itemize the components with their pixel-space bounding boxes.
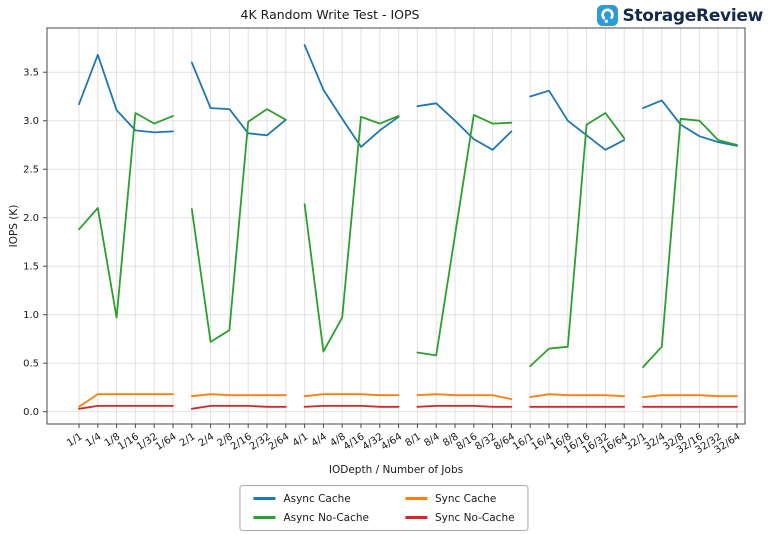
svg-text:2.5: 2.5 <box>23 165 39 176</box>
svg-text:8/1: 8/1 <box>404 431 423 449</box>
legend-item-sync-cache: Sync Cache <box>405 493 515 505</box>
svg-text:1.0: 1.0 <box>23 310 39 321</box>
svg-text:1/64: 1/64 <box>154 431 179 452</box>
legend-label: Sync Cache <box>435 492 497 505</box>
svg-text:3.0: 3.0 <box>23 116 39 127</box>
line-swatch-async-no-cache <box>253 516 276 519</box>
legend-item-sync-no-cache: Sync No-Cache <box>405 512 515 524</box>
svg-text:2/1: 2/1 <box>178 431 197 449</box>
svg-text:1/4: 1/4 <box>84 431 103 449</box>
svg-text:2/4: 2/4 <box>197 431 216 449</box>
line-swatch-sync-cache <box>405 497 427 500</box>
storagereview-icon <box>596 5 618 26</box>
svg-text:8/4: 8/4 <box>422 431 441 449</box>
legend-label: Sync No-Cache <box>435 511 515 524</box>
legend-item-async-cache: Async Cache <box>253 493 369 505</box>
svg-text:0.5: 0.5 <box>23 359 39 370</box>
legend-label: Async No-Cache <box>283 511 369 524</box>
x-axis-label: IODepth / Number of Jobs <box>328 464 464 476</box>
svg-text:3.5: 3.5 <box>23 68 39 79</box>
line-swatch-async-cache <box>253 497 276 500</box>
svg-text:4/1: 4/1 <box>291 431 310 449</box>
svg-text:2/64: 2/64 <box>267 431 292 452</box>
svg-text:2.0: 2.0 <box>23 213 39 224</box>
svg-text:1.5: 1.5 <box>23 262 39 273</box>
svg-text:4/4: 4/4 <box>310 431 329 449</box>
logo-text: StorageReview <box>622 5 764 26</box>
chart-title: 4K Random Write Test - IOPS <box>240 7 420 22</box>
legend-label: Async Cache <box>283 492 351 505</box>
line-swatch-sync-no-cache <box>405 516 427 519</box>
storagereview-logo: StorageReview <box>596 5 764 26</box>
legend-item-async-no-cache: Async No-Cache <box>253 512 369 524</box>
y-axis-label: IOPS (K) <box>8 204 20 248</box>
svg-text:0.0: 0.0 <box>23 407 39 418</box>
legend: Async Cache Async No-Cache Sync Cache Sy… <box>239 485 529 531</box>
svg-text:1/1: 1/1 <box>65 431 84 449</box>
svg-text:4/64: 4/64 <box>379 431 404 452</box>
